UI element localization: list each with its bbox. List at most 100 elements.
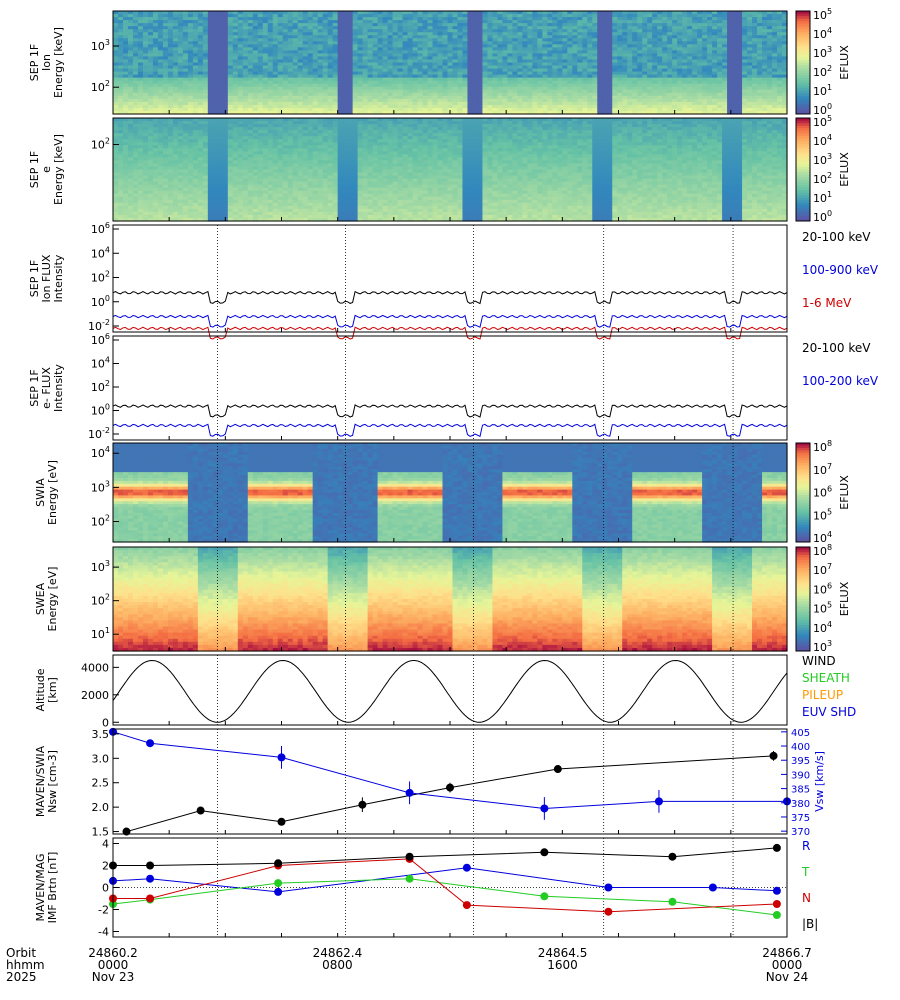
heatmap-cell xyxy=(257,53,264,58)
heatmap-cell xyxy=(387,77,394,82)
heatmap-cell xyxy=(292,47,299,51)
heatmap-cell xyxy=(447,71,454,76)
heatmap-cell xyxy=(572,14,578,18)
heatmap-cell xyxy=(337,107,344,112)
heatmap-cell xyxy=(127,20,134,24)
heatmap-cell xyxy=(267,41,274,45)
heatmap-cell xyxy=(452,38,459,42)
heatmap-cell xyxy=(257,56,264,61)
heatmap-cell xyxy=(597,17,603,21)
heatmap-cell xyxy=(462,80,469,85)
heatmap-cell xyxy=(267,107,274,112)
heatmap-cell xyxy=(327,83,334,88)
heatmap-cell xyxy=(312,110,319,115)
heatmap-cell xyxy=(452,65,459,70)
heatmap-cell xyxy=(113,17,119,21)
heatmap-cell xyxy=(212,92,219,97)
heatmap-cell xyxy=(132,32,139,36)
heatmap-cell xyxy=(137,23,144,27)
heatmap-cell xyxy=(557,35,563,39)
heatmap-cell xyxy=(312,23,319,27)
heatmap-cell xyxy=(322,77,329,82)
heatmap-cell xyxy=(247,77,254,82)
heatmap-cell xyxy=(402,101,409,106)
heatmap-cell xyxy=(607,11,613,15)
heatmap-cell xyxy=(157,23,164,27)
heatmap-cell xyxy=(492,11,499,15)
heatmap-cell xyxy=(602,56,608,61)
heatmap-cell xyxy=(367,86,374,91)
heatmap-cell xyxy=(307,41,314,45)
heatmap-cell xyxy=(232,26,239,30)
heatmap-cell xyxy=(457,110,464,115)
heatmap-cell xyxy=(147,44,154,48)
heatmap-cell xyxy=(132,53,139,58)
heatmap-cell xyxy=(542,83,548,88)
heatmap-cell xyxy=(177,35,184,39)
heatmap-cell xyxy=(137,29,144,33)
heatmap-cell xyxy=(312,107,319,112)
heatmap-cell xyxy=(232,110,239,115)
heatmap-cell xyxy=(317,20,324,24)
heatmap-cell xyxy=(142,26,149,30)
heatmap-cell xyxy=(467,50,474,55)
heatmap-cell xyxy=(312,101,319,106)
heatmap-cell xyxy=(142,41,149,45)
heatmap-cell xyxy=(113,95,119,100)
heatmap-cell xyxy=(502,104,509,109)
heatmap-cell xyxy=(482,71,489,76)
heatmap-cell xyxy=(457,35,464,39)
heatmap-cell xyxy=(577,32,583,36)
heatmap-cell xyxy=(407,26,414,30)
heatmap-cell xyxy=(422,77,429,82)
heatmap-cell xyxy=(357,14,364,18)
heatmap-cell xyxy=(182,38,189,42)
heatmap-cell xyxy=(132,83,139,88)
heatmap-cell xyxy=(252,98,259,103)
heatmap-cell xyxy=(132,56,139,61)
heatmap-cell xyxy=(552,38,558,42)
heatmap-cell xyxy=(532,62,538,67)
heatmap-cell xyxy=(402,104,409,109)
heatmap-cell xyxy=(327,11,334,15)
heatmap-cell xyxy=(142,47,149,51)
heatmap-cell xyxy=(282,107,289,112)
heatmap-cell xyxy=(202,65,209,70)
heatmap-cell xyxy=(292,104,299,109)
heatmap-cell xyxy=(202,17,209,21)
heatmap-cell xyxy=(412,71,419,76)
heatmap-cell xyxy=(522,80,528,85)
heatmap-cell xyxy=(412,107,419,112)
heatmap-cell xyxy=(197,104,204,109)
heatmap-cell xyxy=(482,77,489,82)
heatmap-cell xyxy=(422,101,429,106)
heatmap-cell xyxy=(522,92,528,97)
heatmap-cell xyxy=(162,47,169,51)
heatmap-cell xyxy=(192,95,199,100)
heatmap-cell xyxy=(492,47,499,51)
heatmap-cell xyxy=(412,32,419,36)
heatmap-cell xyxy=(322,11,329,15)
heatmap-cell xyxy=(232,77,239,82)
heatmap-cell xyxy=(507,11,513,15)
heatmap-cell xyxy=(382,110,389,115)
heatmap-cell xyxy=(567,89,573,94)
heatmap-cell xyxy=(432,20,439,24)
heatmap-cell xyxy=(127,80,134,85)
heatmap-cell xyxy=(157,98,164,103)
heatmap-cell xyxy=(367,29,374,33)
heatmap-cell xyxy=(447,77,454,82)
heatmap-cell xyxy=(297,80,304,85)
heatmap-cell xyxy=(137,47,144,51)
heatmap-cell xyxy=(127,32,134,36)
heatmap-cell xyxy=(597,56,603,61)
heatmap-cell xyxy=(147,53,154,58)
heatmap-cell xyxy=(197,44,204,48)
heatmap-cell xyxy=(147,71,154,76)
heatmap-cell xyxy=(417,107,424,112)
heatmap-cell xyxy=(257,20,264,24)
colorbar-tick-label: 103 xyxy=(813,45,832,60)
heatmap-cell xyxy=(297,71,304,76)
heatmap-cell xyxy=(387,86,394,91)
heatmap-cell xyxy=(267,35,274,39)
